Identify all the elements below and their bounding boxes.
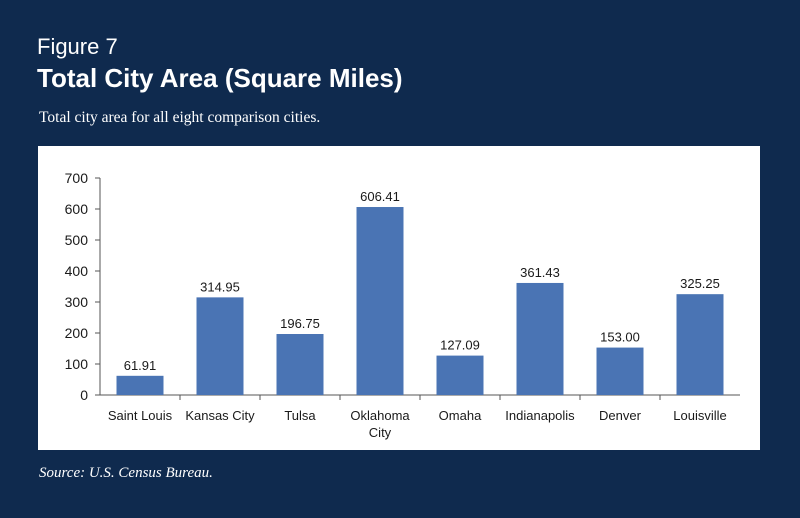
chart-subtitle: Total city area for all eight comparison… [39,109,321,126]
bar-chart: 0 100 200 300 400 500 600 700 61.91 Saint Louis 31… [65,170,740,440]
bar [276,334,324,395]
category-label: Louisville [673,408,726,423]
category-label: Tulsa [284,408,316,423]
category-label: Saint Louis [108,408,173,423]
y-tick-label: 100 [65,356,89,372]
figure-label: Figure 7 [37,34,118,59]
bar [116,375,164,395]
data-label: 606.41 [360,189,400,204]
chart-title: Total City Area (Square Miles) [37,63,403,93]
y-tick-label: 0 [80,387,88,403]
category-label: Omaha [439,408,482,423]
data-label: 314.95 [200,279,240,294]
y-tick-label: 400 [65,263,89,279]
data-label: 325.25 [680,276,720,291]
bar [196,297,244,395]
y-tick-label: 600 [65,201,89,217]
data-label: 153.00 [600,330,640,345]
data-label: 196.75 [280,316,320,331]
y-tick-label: 300 [65,294,89,310]
data-label: 127.09 [440,338,480,353]
bar [516,282,564,395]
chart-panel: 0 100 200 300 400 500 600 700 61.91 Saint Louis 31… [38,146,760,450]
y-tick-label: 700 [65,170,89,186]
category-label: Kansas City [185,408,255,423]
data-label: 361.43 [520,265,560,280]
bar [596,347,644,395]
bar [356,207,404,395]
data-label: 61.91 [124,358,157,373]
category-label: Oklahoma [350,408,410,423]
category-label: Indianapolis [505,408,575,423]
y-tick-label: 200 [65,325,89,341]
category-label: Denver [599,408,642,423]
bar [676,294,724,395]
y-tick-label: 500 [65,232,89,248]
category-label: City [369,425,392,440]
bar [436,355,484,395]
source-note: Source: U.S. Census Bureau. [39,465,213,481]
